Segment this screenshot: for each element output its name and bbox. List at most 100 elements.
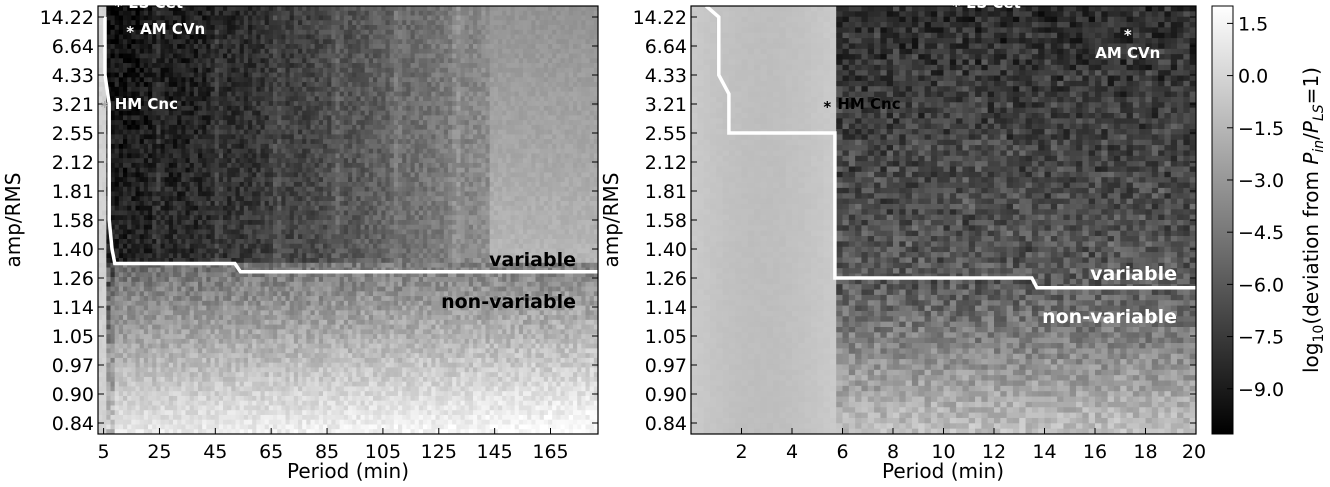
heatmap-cell xyxy=(481,130,486,135)
heatmap-cell xyxy=(402,153,407,158)
heatmap-cell xyxy=(140,39,145,44)
heatmap-cell xyxy=(527,153,532,158)
heatmap-cell xyxy=(152,58,157,63)
heatmap-cell xyxy=(394,92,399,97)
heatmap-cell xyxy=(336,111,341,116)
heatmap-cell xyxy=(423,191,428,196)
heatmap-cell xyxy=(481,35,486,40)
heatmap-cell xyxy=(290,125,295,130)
heatmap-cell xyxy=(423,111,428,116)
heatmap-cell xyxy=(523,11,528,16)
heatmap-cell xyxy=(569,144,574,149)
heatmap-cell xyxy=(477,158,482,163)
heatmap-cell xyxy=(194,130,199,135)
heatmap-cell xyxy=(573,44,578,49)
heatmap-cell xyxy=(448,172,453,177)
heatmap-cell xyxy=(336,158,341,163)
heatmap-cell xyxy=(352,77,357,82)
heatmap-cell xyxy=(219,87,224,92)
heatmap-cell xyxy=(302,54,307,59)
heatmap-cell xyxy=(390,177,395,182)
heatmap-cell xyxy=(527,182,532,187)
heatmap-cell xyxy=(319,30,324,35)
heatmap-cell xyxy=(273,172,278,177)
heatmap-cell xyxy=(377,191,382,196)
heatmap-cell xyxy=(452,39,457,44)
heatmap-cell xyxy=(298,49,303,54)
heatmap-cell xyxy=(590,82,595,87)
heatmap-cell xyxy=(586,30,591,35)
heatmap-cell xyxy=(365,168,370,173)
heatmap-cell xyxy=(481,77,486,82)
heatmap-cell xyxy=(398,144,403,149)
heatmap-cell xyxy=(306,153,311,158)
heatmap-cell xyxy=(536,191,541,196)
heatmap-cell xyxy=(202,92,207,97)
heatmap-cell xyxy=(411,39,416,44)
heatmap-cell xyxy=(136,177,141,182)
heatmap-cell xyxy=(202,201,207,206)
heatmap-cell xyxy=(561,30,566,35)
heatmap-cell xyxy=(377,16,382,21)
heatmap-cell xyxy=(386,16,391,21)
heatmap-cell xyxy=(511,82,516,87)
heatmap-cell xyxy=(448,187,453,192)
heatmap-cell xyxy=(415,139,420,144)
heatmap-cell xyxy=(177,163,182,168)
heatmap-cell xyxy=(327,182,332,187)
heatmap-cell xyxy=(390,77,395,82)
heatmap-cell xyxy=(256,96,261,101)
heatmap-cell xyxy=(306,168,311,173)
heatmap-cell xyxy=(431,54,436,59)
heatmap-cell xyxy=(415,73,420,78)
heatmap-cell xyxy=(336,82,341,87)
heatmap-cell xyxy=(390,101,395,106)
heatmap-cell xyxy=(531,16,536,21)
heatmap-cell xyxy=(569,30,574,35)
heatmap-cell xyxy=(511,39,516,44)
heatmap-cell xyxy=(211,87,216,92)
heatmap-cell xyxy=(448,96,453,101)
heatmap-cell xyxy=(181,144,186,149)
heatmap-cell xyxy=(286,172,291,177)
heatmap-cell xyxy=(569,106,574,111)
heatmap-cell xyxy=(181,163,186,168)
heatmap-cell xyxy=(394,139,399,144)
heatmap-cell xyxy=(531,134,536,139)
heatmap-cell xyxy=(169,168,174,173)
heatmap-cell xyxy=(115,82,120,87)
heatmap-cell xyxy=(440,134,445,139)
heatmap-cell xyxy=(140,139,145,144)
heatmap-cell xyxy=(336,177,341,182)
heatmap-cell xyxy=(186,73,191,78)
heatmap-cell xyxy=(552,73,557,78)
heatmap-cell xyxy=(111,87,116,92)
heatmap-cell xyxy=(331,106,336,111)
heatmap-cell xyxy=(281,115,286,120)
heatmap-cell xyxy=(556,115,561,120)
heatmap-cell xyxy=(406,92,411,97)
heatmap-cell xyxy=(173,54,178,59)
heatmap-cell xyxy=(548,196,553,201)
heatmap-cell xyxy=(473,82,478,87)
heatmap-cell xyxy=(494,177,499,182)
heatmap-cell xyxy=(511,191,516,196)
heatmap-cell xyxy=(365,196,370,201)
heatmap-cell xyxy=(277,172,282,177)
heatmap-cell xyxy=(165,201,170,206)
heatmap-cell xyxy=(494,172,499,177)
heatmap-cell xyxy=(269,87,274,92)
heatmap-cell xyxy=(198,177,203,182)
heatmap-cell xyxy=(498,82,503,87)
heatmap-cell xyxy=(506,172,511,177)
heatmap-cell xyxy=(348,139,353,144)
heatmap-cell xyxy=(273,96,278,101)
heatmap-cell xyxy=(423,87,428,92)
heatmap-cell xyxy=(465,163,470,168)
heatmap-cell xyxy=(494,25,499,30)
heatmap-cell xyxy=(356,63,361,68)
heatmap-cell xyxy=(252,163,257,168)
heatmap-cell xyxy=(286,49,291,54)
heatmap-cell xyxy=(419,172,424,177)
heatmap-cell xyxy=(294,172,299,177)
